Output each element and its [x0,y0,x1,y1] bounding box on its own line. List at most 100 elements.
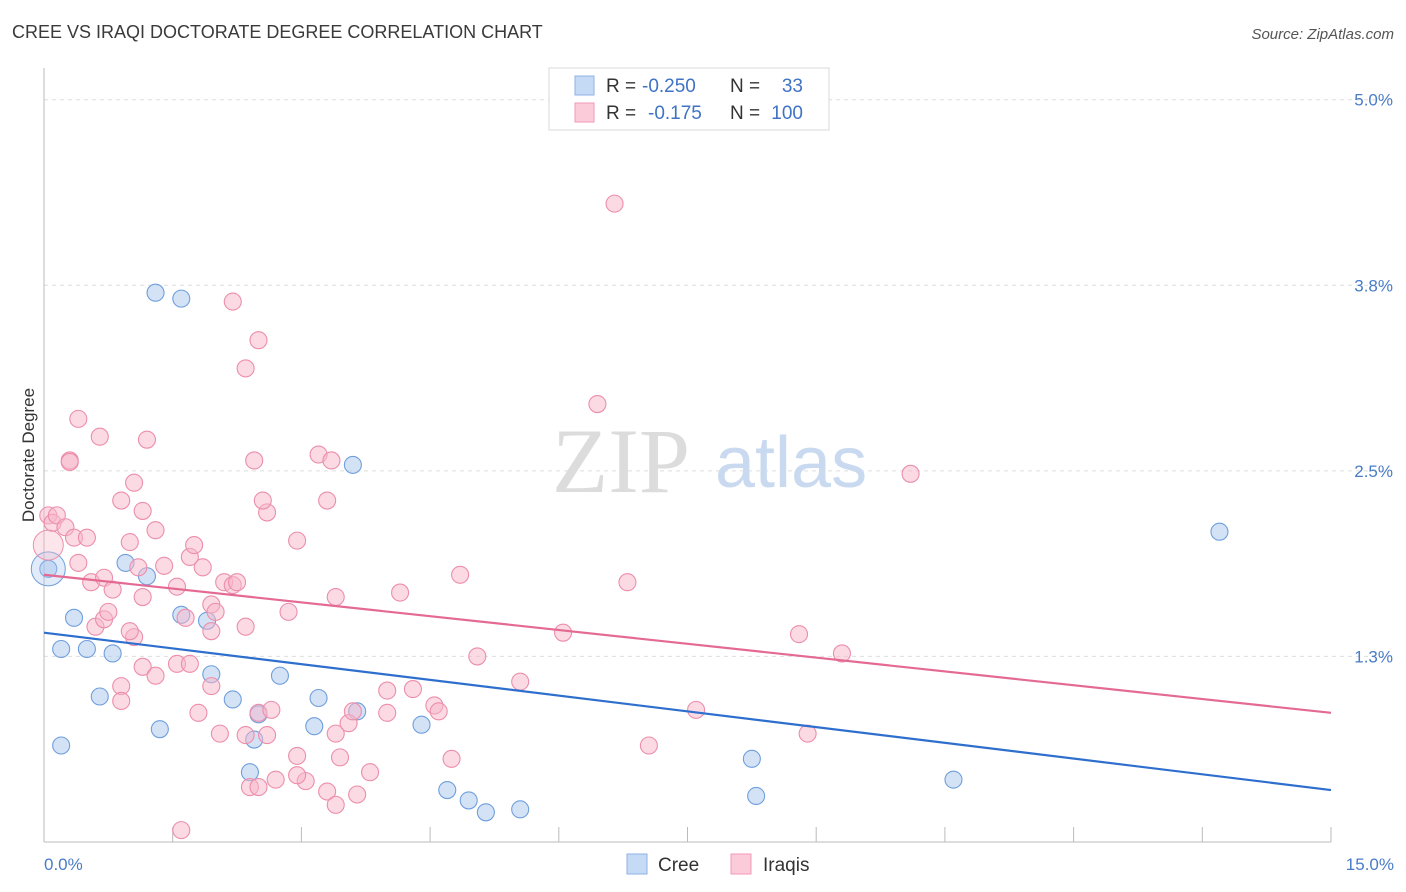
iraqis-point [901,464,920,483]
iraqis-point [99,602,118,621]
x-tick-label-min: 0.0% [44,855,83,874]
iraqis-point [326,795,345,814]
cree-point [52,736,71,755]
iraqis-point [288,766,307,785]
iraqis-point [120,622,139,641]
cree-point [150,720,169,739]
legend-iraqis-n-label: N = [730,103,760,124]
legend-iraqis-n-value: 100 [771,103,803,124]
chart-source: Source: ZipAtlas.com [1251,26,1394,43]
cree-point [459,791,478,810]
cree-point [1210,522,1229,541]
legend-cree-r-value: -0.250 [642,76,696,97]
y-tick-label: 5.0% [1354,91,1393,110]
iraqis-point [133,587,152,607]
cree-point [52,639,71,659]
iraqis-point [228,573,247,592]
iraqis-point [236,617,255,636]
cree-point [747,786,766,806]
iraqis-point [378,681,397,700]
iraqis-point [137,430,157,449]
iraqis-point [172,821,191,840]
y-tick-label: 2.5% [1354,462,1393,481]
cree-point [476,803,495,822]
watermark-atlas: atlas [715,423,867,503]
cree-point [944,770,963,789]
iraqis-trend-line [43,573,1332,714]
iraqis-point [789,625,809,644]
iraqis-point [279,602,298,621]
iraqis-point [266,770,285,789]
iraqis-point [112,691,131,711]
legend-cree-r-label: R = [606,76,636,97]
legend-iraqis-r-label: R = [606,103,636,124]
legend-cree-n-value: 33 [782,76,803,97]
iraqis-point [112,491,131,510]
data-points [30,194,1229,840]
cree-point [30,551,66,587]
cree-point [64,608,84,627]
iraqis-point [322,451,341,470]
iraqis-point [258,726,277,745]
iraqis-point [249,778,268,797]
iraqis-point [155,556,174,575]
trend-lines [43,573,1332,792]
iraqis-point [146,666,165,685]
iraqis-point [185,536,204,555]
y-tick-label: 1.3% [1354,647,1393,666]
iraqis-point [167,577,187,596]
iraqis-point [125,473,144,492]
cree-point [305,717,324,736]
iraqis-point [451,565,470,584]
iraqis-point [318,782,337,801]
stats-legend-box [548,67,830,131]
cree-trend-line [43,631,1332,792]
iraqis-point [69,409,88,428]
iraqis-point [360,763,380,782]
iraqis-point [249,331,268,350]
y-axis-label: Doctorate Degree [19,388,38,522]
iraqis-point [378,703,397,722]
iraqis-point [511,672,530,691]
iraqis-point [288,531,307,550]
iraqis-point [189,703,208,722]
iraqis-point [330,748,350,767]
legend-swatch-cree [574,75,595,96]
legend-cree-n-label: N = [730,76,760,97]
iraqis-point [429,702,448,721]
iraqis-point [391,583,410,602]
iraqis-point [326,724,345,743]
iraqis-point [288,746,307,765]
iraqis-point [253,491,272,510]
iraqis-point [236,726,255,745]
iraqis-point [832,644,851,663]
iraqis-point [343,702,362,721]
iraqis-point [60,452,79,471]
iraqis-point [90,427,109,446]
series-legend-label-iraqis: Iraqis [763,855,809,876]
iraqis-point [193,558,212,577]
iraqis-point [206,602,225,621]
cree-point [103,644,122,663]
cree-point [742,749,761,768]
iraqis-point [133,501,152,520]
iraqis-point [403,680,422,699]
cree-point [343,455,362,474]
cree-point [90,687,109,706]
iraqis-point [245,451,264,470]
cree-point [412,715,431,734]
cree-point [511,800,530,819]
iraqis-point [605,194,624,213]
chart-title: CREE VS IRAQI DOCTORATE DEGREE CORRELATI… [12,22,543,42]
iraqis-point [588,394,607,414]
iraqis-point [618,573,637,592]
series-legend-swatch-iraqis [730,853,752,875]
iraqis-point [442,749,461,768]
iraqis-point [468,647,487,666]
series-legend-label-cree: Cree [658,855,699,876]
iraqis-point [202,622,221,641]
iraqis-point [223,292,242,311]
y-tick-label: 3.8% [1354,276,1393,295]
iraqis-point [202,677,221,696]
